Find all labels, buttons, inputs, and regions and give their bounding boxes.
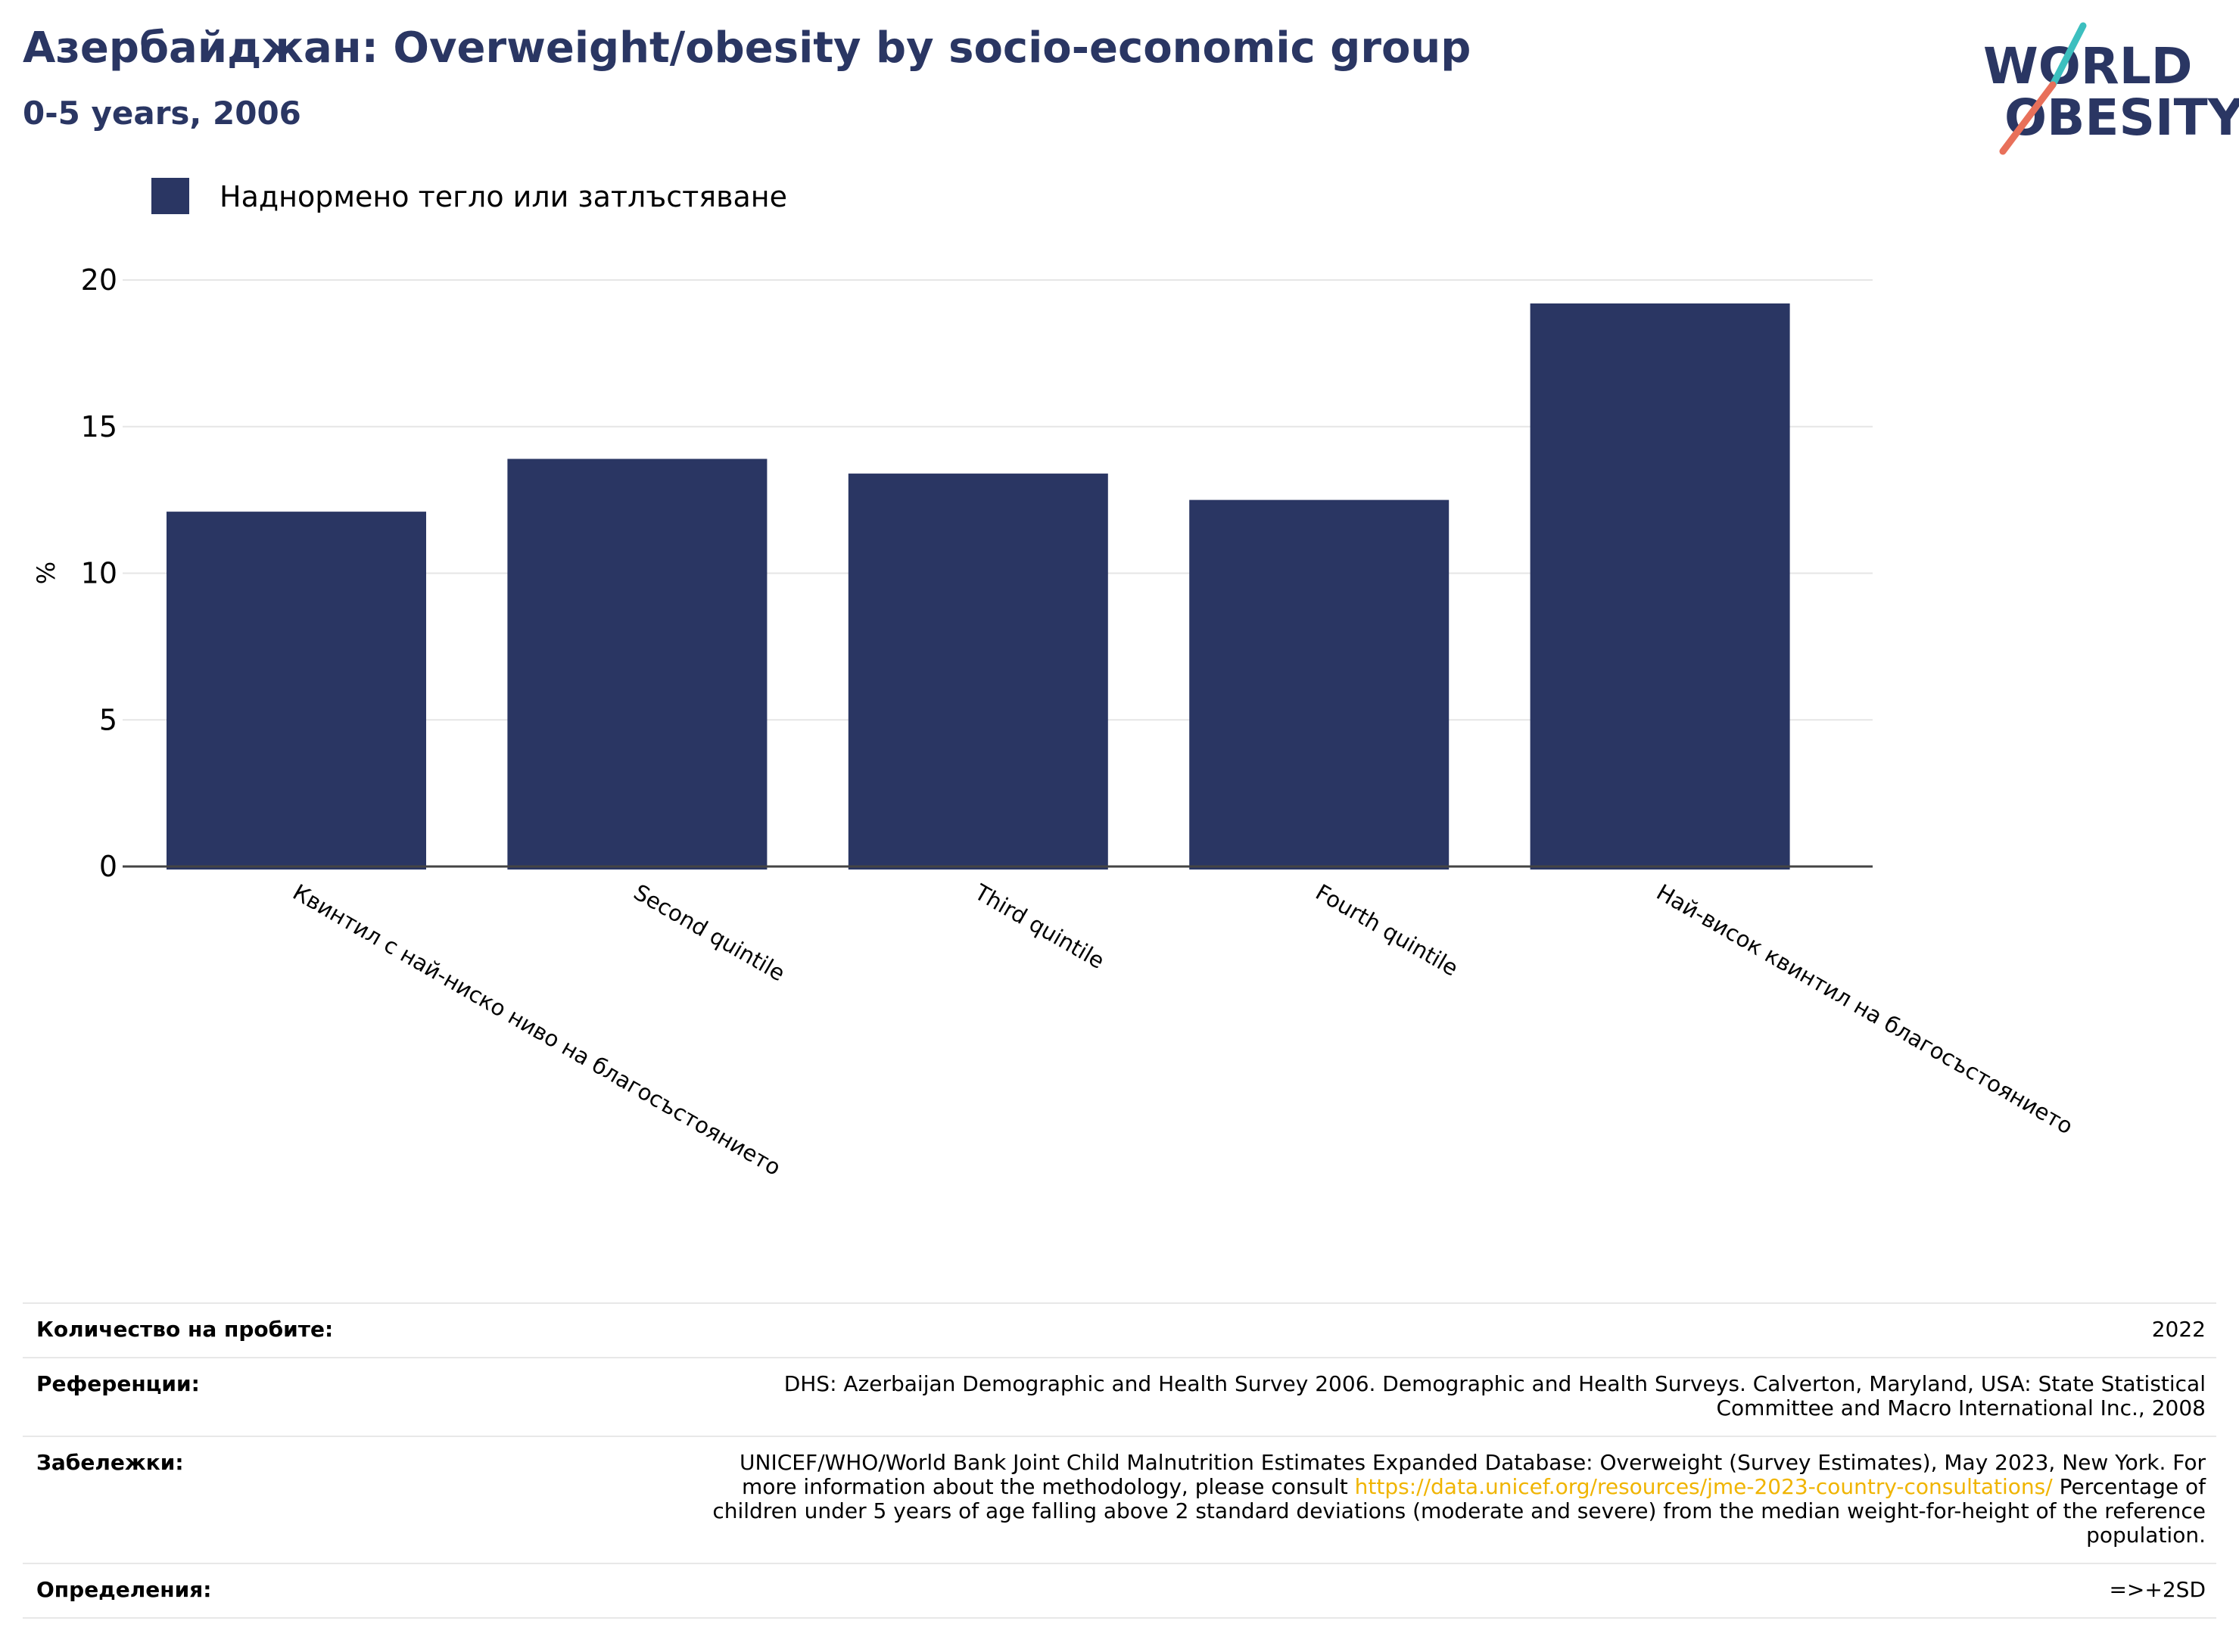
footer-value: children under 5 years of age falling ab… <box>712 1498 2206 1523</box>
y-tick-label: 20 <box>81 263 117 297</box>
legend-swatch <box>151 178 189 214</box>
footer-value: Committee and Macro International Inc., … <box>1716 1395 2206 1420</box>
y-tick-label: 15 <box>81 410 117 443</box>
legend-label: Наднормено тегло или затлъстяване <box>220 180 787 213</box>
footer-text: Percentage of <box>2053 1474 2206 1499</box>
footer-value: more information about the methodology, … <box>742 1474 2206 1499</box>
logo-slash-top <box>2049 22 2087 89</box>
bars <box>167 303 1790 870</box>
y-axis-label: % <box>32 562 61 584</box>
x-category-label: Second quintile <box>630 879 789 987</box>
x-category-label: Fourth quintile <box>1311 879 1462 982</box>
bar <box>848 473 1108 870</box>
footer-value: UNICEF/WHO/World Bank Joint Child Malnut… <box>740 1450 2206 1475</box>
footer-value: =>+2SD <box>2109 1577 2206 1602</box>
footer-value: population. <box>2086 1523 2206 1548</box>
x-category-label: Third quintile <box>970 879 1109 974</box>
bar <box>507 459 768 870</box>
chart-subtitle: 0-5 years, 2006 <box>23 95 301 132</box>
footer-key: Забележки: <box>36 1450 184 1475</box>
y-tick-labels: 0 5 10 15 20 <box>81 263 117 883</box>
chart-title: Азербайджан: Overweight/obesity by socio… <box>23 23 1471 73</box>
world-obesity-logo: WORLD OBESITY <box>1983 22 2239 155</box>
bar <box>1530 303 1790 870</box>
y-tick-label: 10 <box>81 557 117 590</box>
bar <box>167 512 426 870</box>
logo-slash-bottom <box>1999 81 2057 155</box>
bar <box>1189 499 1450 870</box>
footer-key: Референции: <box>36 1371 200 1396</box>
footer-value: DHS: Azerbaijan Demographic and Health S… <box>784 1371 2206 1396</box>
footer-value: 2022 <box>2152 1317 2206 1342</box>
footer-key: Количество на пробите: <box>36 1317 333 1342</box>
methodology-link[interactable]: https://data.unicef.org/resources/jme-20… <box>1355 1474 2054 1499</box>
y-tick-label: 0 <box>99 850 117 883</box>
x-category-labels: Квинтил с най-ниско ниво на благосъстоян… <box>288 879 2077 1181</box>
footer-table: Количество на пробите: 2022 Референции: DHS… <box>23 1302 2216 1619</box>
x-category-label: Най-висок квинтил на благосъстоянието <box>1652 879 2078 1140</box>
footer-text: more information about the methodology, … <box>742 1474 1355 1499</box>
footer-key: Определения: <box>36 1577 211 1602</box>
logo-line1: WORLD <box>1983 37 2193 95</box>
y-tick-label: 5 <box>99 703 117 736</box>
legend: Наднормено тегло или затлъстяване <box>151 178 787 214</box>
